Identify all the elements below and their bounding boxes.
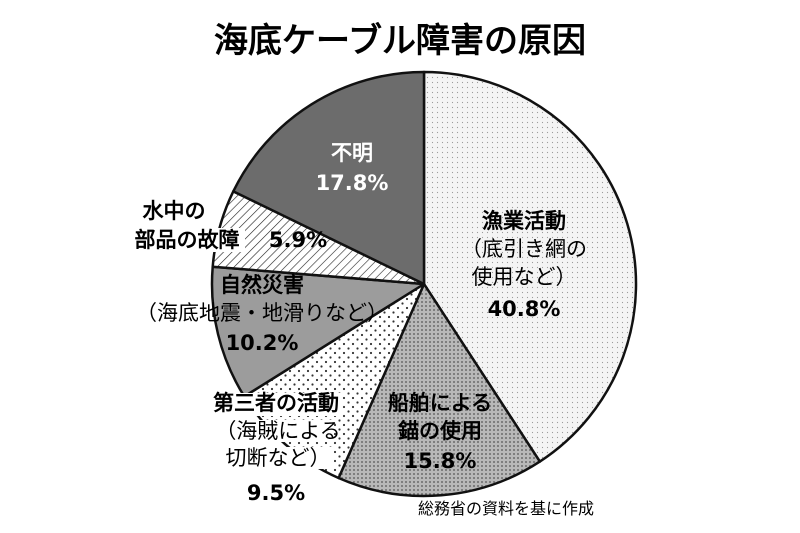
svg-text:（海賊による: （海賊による <box>215 419 340 443</box>
value-label-third-party: 9.5% <box>247 481 305 505</box>
svg-text:第三者の活動: 第三者の活動 <box>213 391 339 415</box>
svg-text:不明: 不明 <box>331 141 373 165</box>
svg-text:水中の: 水中の <box>143 199 206 223</box>
value-label-natural-disaster: 10.2% <box>226 331 299 355</box>
svg-text:（海底地震・地滑りなど）: （海底地震・地滑りなど） <box>136 301 388 325</box>
pie-slice-anchor <box>337 282 542 498</box>
value-label-fishing: 40.8% <box>488 297 561 321</box>
svg-text:（底引き網の: （底引き網の <box>461 237 587 261</box>
svg-text:漁業活動: 漁業活動 <box>482 209 566 233</box>
svg-text:船舶による: 船舶による <box>388 391 492 415</box>
slice-label-third-party: 第三者の活動 （海賊による 切断など） 9.5% <box>212 391 342 505</box>
svg-text:錨の使用: 錨の使用 <box>398 419 482 443</box>
value-label-component-failure: 5.9% <box>269 228 327 252</box>
svg-text:使用など）: 使用など） <box>472 265 577 289</box>
slice-label-anchor: 船舶による 錨の使用 15.8% <box>388 391 492 473</box>
svg-text:自然災害: 自然災害 <box>220 273 304 297</box>
pie-slice-natural-disaster <box>210 265 426 398</box>
svg-text:切断など）: 切断など） <box>226 446 331 470</box>
slice-label-fishing: 漁業活動 （底引き網の 使用など） 40.8% <box>461 209 587 321</box>
svg-text:部品の故障: 部品の故障 <box>135 228 240 252</box>
slice-label-natural-disaster: 自然災害 （海底地震・地滑りなど） 10.2% <box>136 273 388 355</box>
source-note: 総務省の資料を基に作成 <box>418 499 594 518</box>
slice-label-component-failure: 水中の 部品の故障 5.9% <box>133 199 327 252</box>
slice-label-unknown: 不明 17.8% <box>316 141 389 195</box>
chart-title: 海底ケーブル障害の原因 <box>214 21 586 61</box>
pie-slice-unknown <box>232 70 426 286</box>
value-label-unknown: 17.8% <box>316 171 389 195</box>
value-label-anchor: 15.8% <box>404 449 477 473</box>
